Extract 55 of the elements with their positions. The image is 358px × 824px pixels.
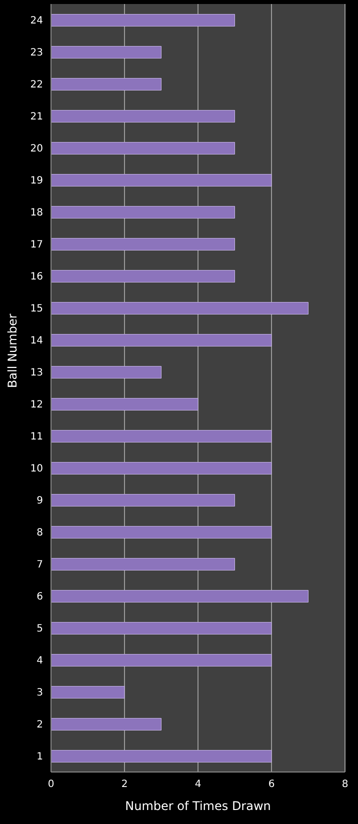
bar: [51, 654, 272, 666]
y-tick-label: 5: [36, 624, 43, 635]
bar: [51, 270, 235, 282]
x-tick-label: 4: [194, 779, 202, 790]
y-tick-label: 3: [36, 688, 43, 699]
y-tick-label: 6: [36, 592, 43, 603]
y-tick-label: 12: [30, 400, 43, 411]
y-axis-title: Ball Number: [5, 314, 20, 388]
bar: [51, 334, 272, 346]
y-tick-label: 10: [30, 464, 43, 475]
y-tick-label: 16: [30, 272, 43, 283]
bar: [51, 398, 198, 410]
bar: [51, 750, 272, 762]
x-axis-title: Number of Times Drawn: [125, 799, 271, 813]
bar: [51, 174, 272, 186]
bar: [51, 622, 272, 634]
y-tick-label: 15: [30, 304, 43, 315]
x-tick-label: 6: [268, 779, 275, 790]
bar: [51, 142, 235, 154]
y-tick-label: 20: [30, 144, 43, 155]
bar: [51, 46, 162, 58]
y-tick-label: 1: [36, 752, 43, 763]
y-tick-label: 8: [36, 528, 43, 539]
y-tick-label: 2: [36, 720, 43, 731]
bar: [51, 718, 162, 730]
bar: [51, 686, 125, 698]
bar: [51, 302, 308, 314]
bar: [51, 462, 272, 474]
bar: [51, 430, 272, 442]
y-tick-label: 17: [30, 240, 43, 251]
bar: [51, 238, 235, 250]
bar: [51, 206, 235, 218]
y-tick-label: 18: [30, 208, 43, 219]
y-tick-label: 7: [36, 560, 43, 571]
bar: [51, 78, 162, 90]
bar: [51, 558, 235, 570]
y-tick-label: 4: [36, 656, 43, 667]
bar: [51, 590, 308, 602]
bar: [51, 494, 235, 506]
y-tick-label: 14: [30, 336, 43, 347]
bar: [51, 110, 235, 122]
y-tick-label: 23: [30, 48, 43, 59]
y-tick-label: 9: [36, 496, 43, 507]
y-tick-label: 19: [30, 176, 43, 187]
bar: [51, 526, 272, 538]
x-tick-label: 2: [121, 779, 128, 790]
y-tick-label: 24: [30, 16, 43, 27]
y-tick-label: 11: [30, 432, 43, 443]
bar: [51, 14, 235, 26]
x-tick-label: 8: [342, 779, 348, 790]
y-tick-label: 22: [30, 80, 43, 91]
bar: [51, 366, 162, 378]
x-tick-label: 0: [48, 779, 54, 790]
y-tick-label: 21: [30, 112, 43, 123]
y-tick-label: 13: [30, 368, 43, 379]
